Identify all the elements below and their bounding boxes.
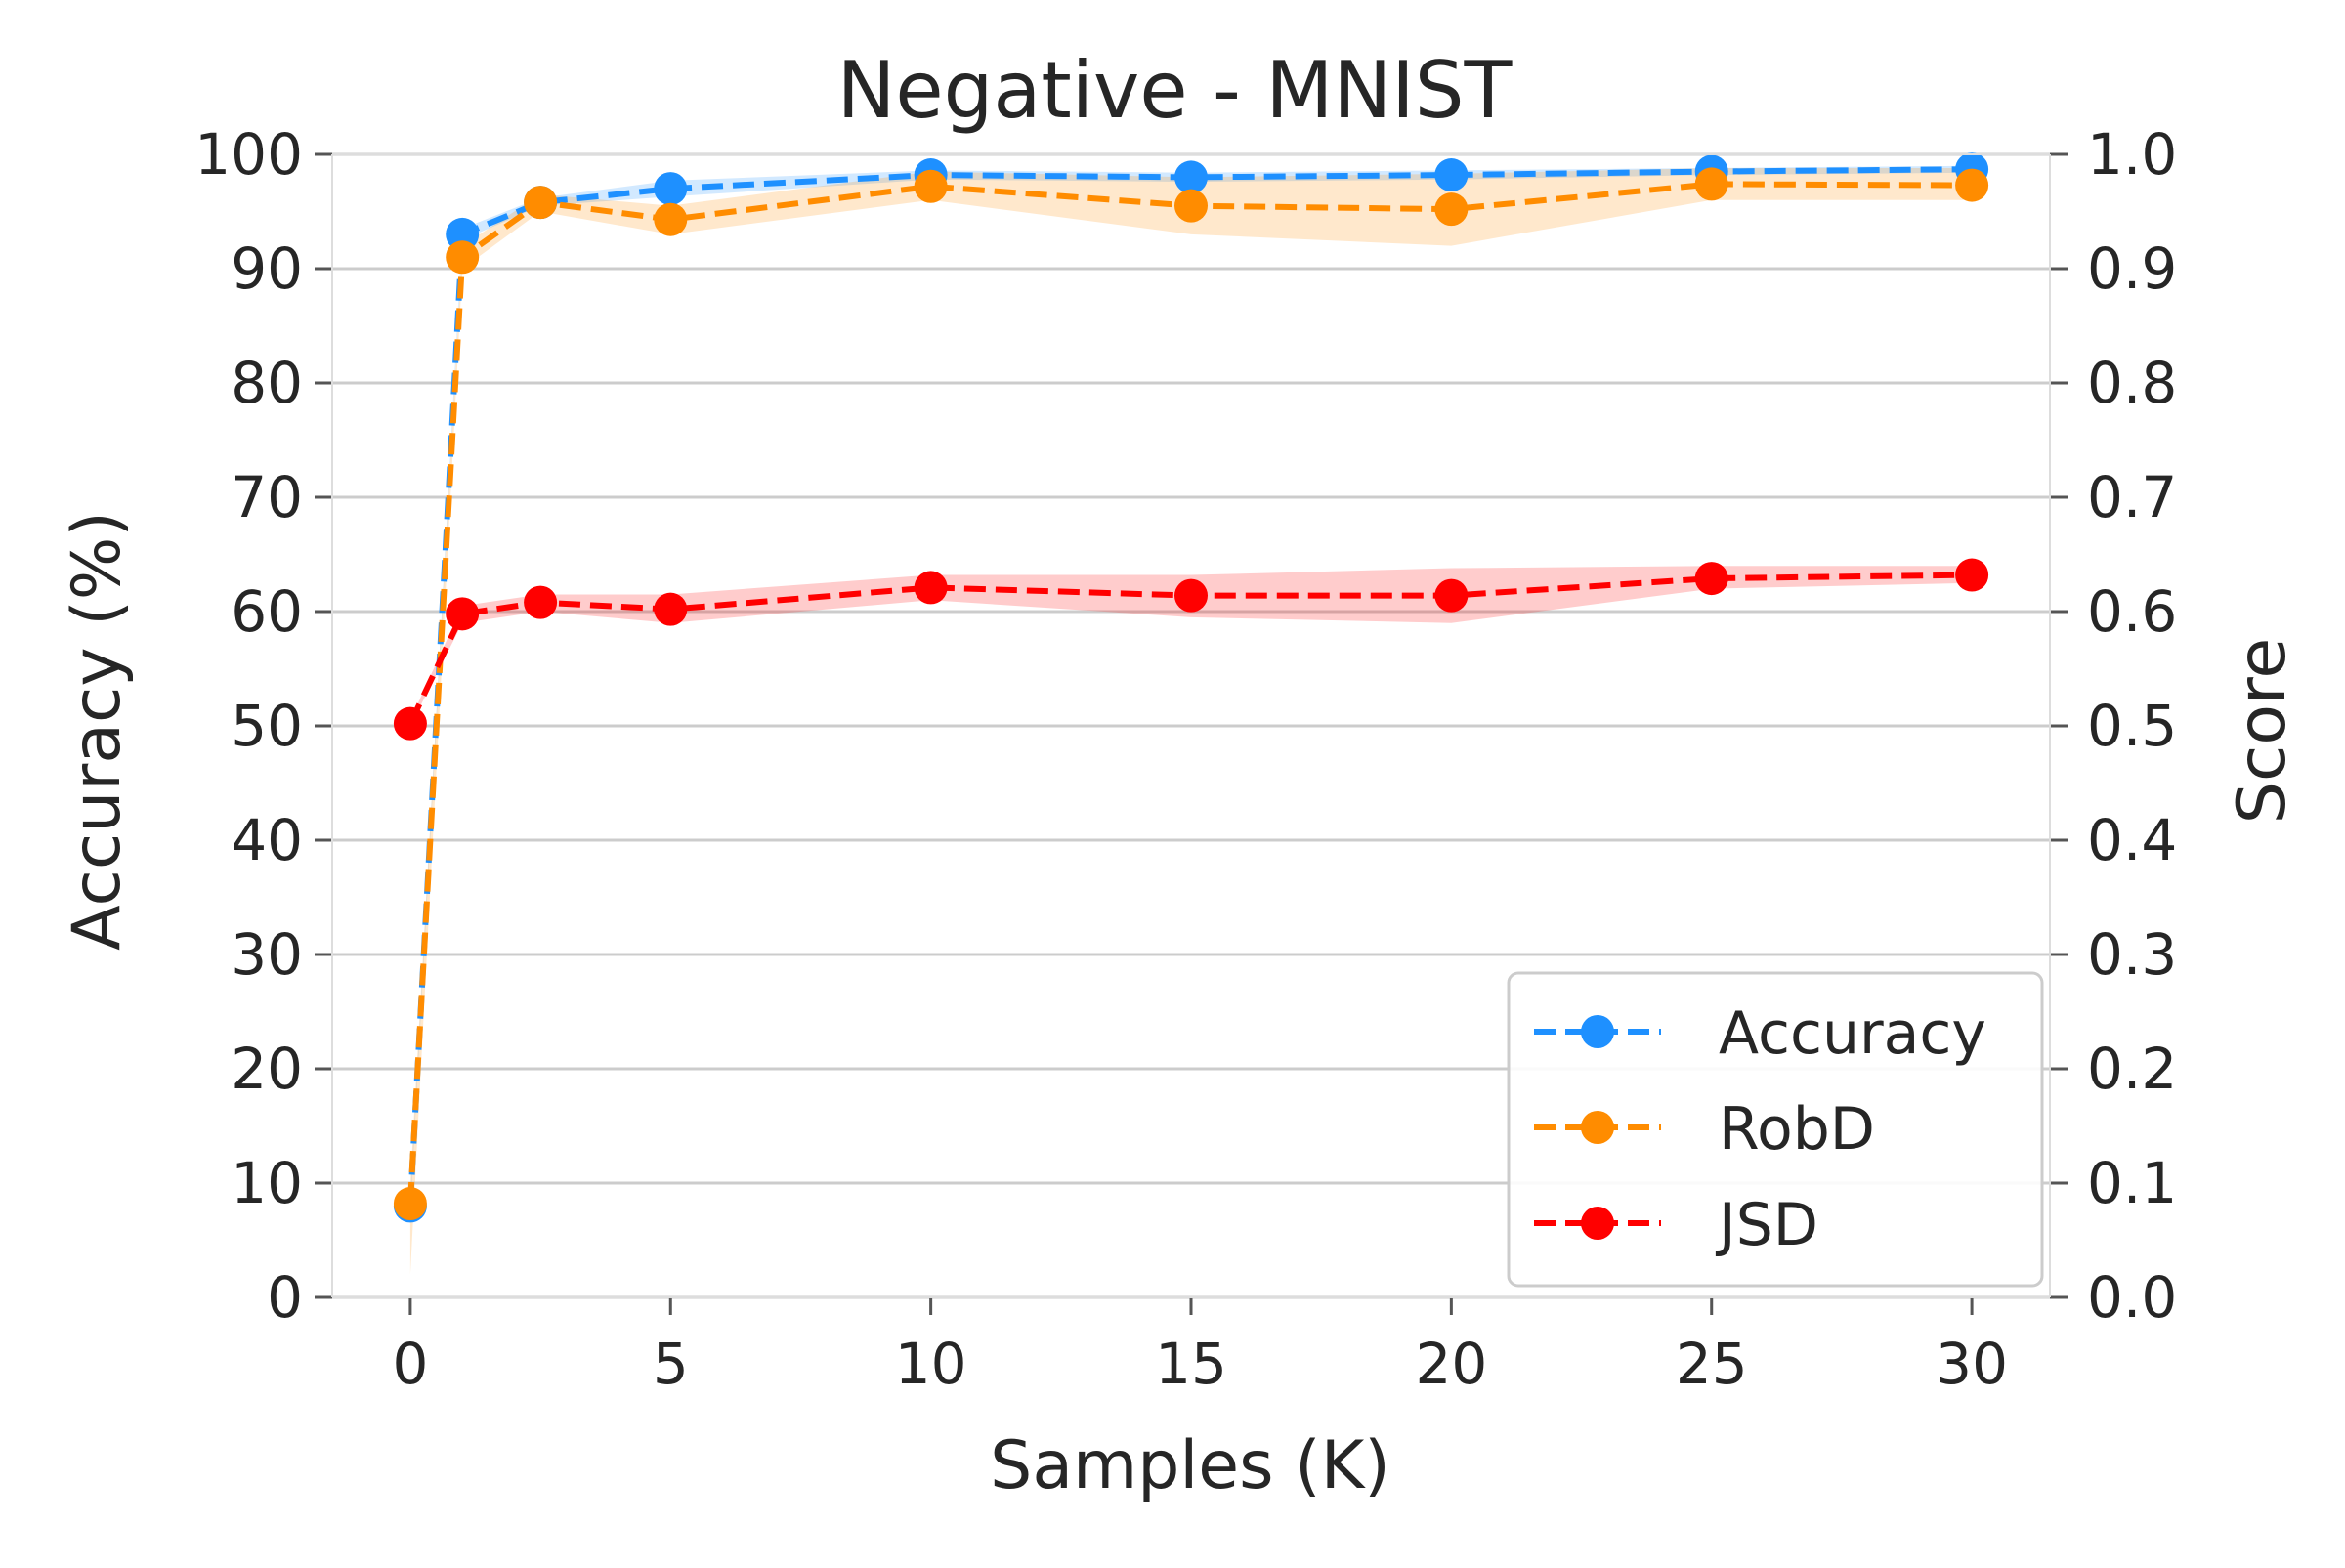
data-point-accuracy (654, 172, 688, 206)
y2-tick-label: 0.8 (2087, 350, 2177, 416)
y2-tick-label: 0.9 (2087, 235, 2177, 302)
y2-tick-label: 0.1 (2087, 1150, 2177, 1216)
y2-tick-label: 0.2 (2087, 1036, 2177, 1102)
data-point-jsd (1694, 562, 1728, 596)
y2-tick-label: 1.0 (2087, 121, 2177, 188)
series-line-jsd (407, 572, 1973, 725)
data-point-accuracy (1434, 158, 1469, 192)
data-point-jsd (654, 592, 688, 626)
y2-axis-title: Score (2224, 638, 2301, 824)
axes-layer: 01020304050607080901000.00.10.20.30.40.5… (194, 121, 2177, 1397)
y-tick-label: 10 (231, 1150, 303, 1216)
data-point-robd (446, 240, 480, 275)
y2-tick-label: 0.4 (2087, 807, 2177, 873)
data-point-robd (914, 169, 948, 203)
legend-marker-accuracy (1581, 1015, 1614, 1048)
y-tick-label: 70 (231, 464, 303, 530)
legend-label-jsd: JSD (1715, 1191, 1818, 1259)
x-tick-label: 30 (1936, 1331, 2008, 1397)
data-point-robd (1434, 192, 1469, 227)
y-axis-title: Accuracy (%) (59, 511, 136, 951)
data-point-jsd (1174, 578, 1208, 613)
band-jsd (409, 566, 1973, 726)
data-point-jsd (446, 597, 480, 631)
y-tick-label: 0 (267, 1264, 303, 1331)
y2-tick-label: 0.7 (2087, 464, 2177, 530)
y-tick-label: 50 (231, 693, 303, 759)
x-tick-label: 5 (653, 1331, 689, 1397)
band-layer (409, 165, 1973, 1275)
series-line-robd (406, 181, 1973, 1205)
data-point-robd (393, 1187, 427, 1221)
data-point-robd (1694, 167, 1728, 201)
data-point-jsd (1434, 578, 1469, 613)
data-point-jsd (1955, 558, 1989, 592)
data-point-jsd (524, 585, 558, 619)
y-tick-label: 60 (231, 578, 303, 645)
y-tick-label: 30 (231, 921, 303, 988)
chart-title: Negative - MNIST (837, 45, 1514, 136)
legend-label-accuracy: Accuracy (1719, 999, 1986, 1068)
y2-tick-label: 0.3 (2087, 921, 2177, 988)
data-point-robd (1955, 168, 1989, 202)
line-layer (393, 152, 1989, 1223)
data-point-jsd (914, 571, 948, 605)
y2-tick-label: 0.6 (2087, 578, 2177, 645)
x-tick-label: 0 (392, 1331, 428, 1397)
legend-frame (1507, 971, 2044, 1288)
data-point-robd (524, 186, 558, 220)
legend: Accuracy RobD JSD (1507, 971, 2044, 1288)
legend-marker-robd (1581, 1111, 1614, 1144)
y2-tick-label: 0.0 (2087, 1264, 2177, 1331)
y-tick-label: 80 (231, 350, 303, 416)
x-tick-label: 25 (1676, 1331, 1748, 1397)
legend-marker-jsd (1581, 1207, 1614, 1240)
x-tick-label: 15 (1155, 1331, 1227, 1397)
legend-label-robd: RobD (1719, 1095, 1875, 1164)
data-point-accuracy (1174, 160, 1208, 194)
data-point-jsd (393, 706, 427, 741)
x-tick-label: 20 (1415, 1331, 1487, 1397)
y-tick-label: 90 (231, 235, 303, 302)
x-tick-label: 10 (895, 1331, 967, 1397)
data-point-robd (654, 202, 688, 236)
y2-tick-label: 0.5 (2087, 693, 2177, 759)
y-tick-label: 40 (231, 807, 303, 873)
data-point-accuracy (446, 217, 480, 251)
x-axis-title: Samples (K) (990, 1427, 1390, 1504)
data-point-robd (1174, 189, 1208, 223)
y-tick-label: 100 (194, 121, 303, 188)
y-tick-label: 20 (231, 1036, 303, 1102)
